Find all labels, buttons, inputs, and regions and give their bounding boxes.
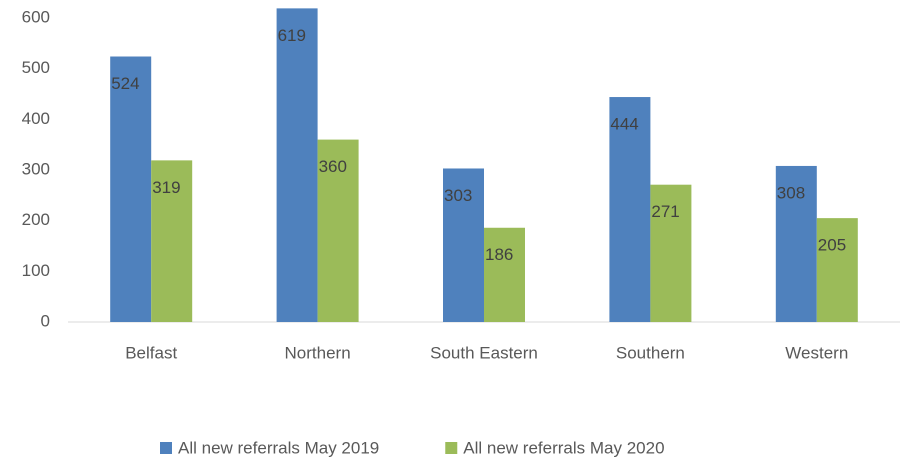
y-tick-label: 100 [22,261,50,280]
bar [775,165,817,322]
bar [609,97,651,322]
x-tick-label: Northern [285,343,351,362]
data-label: 186 [485,245,513,264]
data-label: 619 [278,26,306,45]
bar [443,168,484,322]
bar [816,218,858,322]
bar [151,160,193,322]
bar [650,184,692,322]
data-label: 444 [610,115,638,134]
bar [484,227,525,322]
legend-label: All new referrals May 2019 [178,438,379,457]
y-tick-label: 0 [41,311,50,330]
y-tick-label: 500 [22,58,50,77]
bar [317,139,359,322]
data-label: 271 [651,202,679,221]
x-tick-label: South Eastern [430,343,538,362]
legend-label: All new referrals May 2020 [463,438,664,457]
x-tick-label: Southern [616,343,685,362]
data-label: 360 [319,157,347,176]
bar [276,8,318,323]
y-tick-label: 300 [22,159,50,178]
legend-swatch [160,442,172,454]
data-label: 303 [444,186,472,205]
y-tick-label: 200 [22,210,50,229]
data-label: 524 [111,74,139,93]
bar [110,56,152,323]
data-label: 308 [777,183,805,202]
legend-swatch [445,442,458,454]
data-label: 205 [818,236,846,255]
data-label: 319 [152,178,180,197]
x-tick-label: Western [785,343,848,362]
x-tick-label: Belfast [125,343,177,362]
y-tick-label: 400 [22,109,50,128]
y-tick-label: 600 [22,7,50,26]
